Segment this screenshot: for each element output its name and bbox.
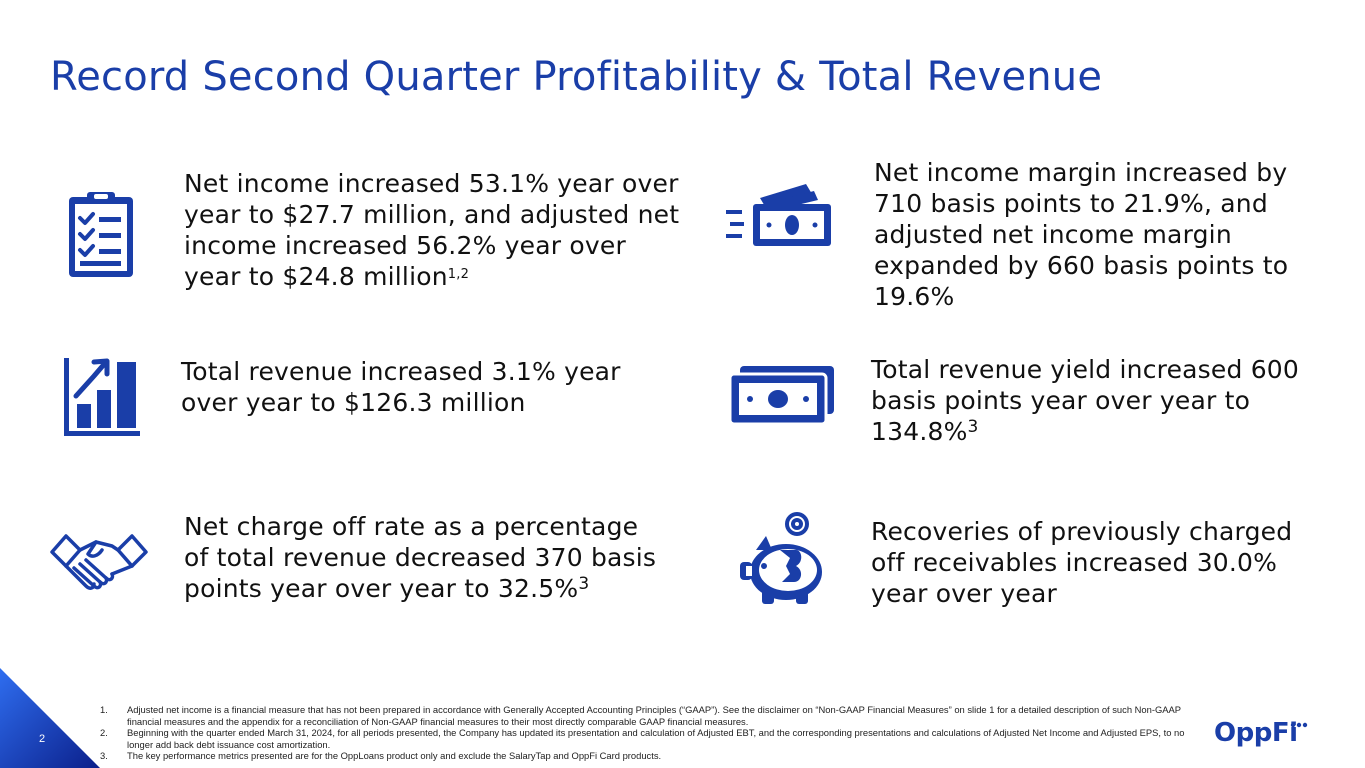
stat-net-income: Net income increased 53.1% year over yea…	[184, 168, 684, 292]
stat-text: Total revenue yield increased 600 basis …	[871, 355, 1300, 446]
stat-text: Net charge off rate as a percentage of t…	[184, 512, 657, 603]
footnote-ref: 3	[967, 417, 979, 437]
footnote-number: 2.	[100, 727, 108, 739]
stat-recoveries: Recoveries of previously charged off rec…	[871, 516, 1321, 609]
stat-text: Recoveries of previously charged off rec…	[871, 517, 1293, 608]
footnote-item: 1. Adjusted net income is a financial mea…	[100, 704, 1210, 727]
stat-text: Net income margin increased by 710 basis…	[874, 158, 1289, 311]
handshake-icon	[50, 534, 148, 590]
footnote-ref: 3	[578, 574, 590, 594]
stat-text: Net income increased 53.1% year over yea…	[184, 169, 680, 291]
stat-net-charge-off: Net charge off rate as a percentage of t…	[184, 511, 664, 604]
banknote-icon	[730, 366, 834, 424]
clipboard-checklist-icon	[69, 192, 133, 277]
footnote-number: 1.	[100, 704, 108, 715]
footnote-item: 2. Beginning with the quarter ended March…	[100, 727, 1210, 750]
piggy-bank-coin-icon	[740, 512, 822, 604]
corner-triangle-decoration	[0, 668, 100, 768]
cash-bills-icon	[726, 184, 831, 246]
footnote-item: 3. The key performance metrics presented …	[100, 750, 1210, 762]
footnote-ref: 1,2	[447, 267, 470, 282]
bar-chart-up-icon	[64, 358, 140, 436]
footnote-text: Beginning with the quarter ended March 3…	[127, 727, 1185, 750]
stat-net-income-margin: Net income margin increased by 710 basis…	[874, 157, 1294, 312]
page-number: 2	[39, 733, 46, 745]
footnote-number: 3.	[100, 750, 108, 762]
footnote-text: Adjusted net income is a financial measu…	[127, 704, 1181, 727]
slide-title: Record Second Quarter Profitability & To…	[50, 54, 1103, 100]
stat-total-revenue: Total revenue increased 3.1% year over y…	[181, 356, 661, 418]
stat-text: Total revenue increased 3.1% year over y…	[181, 357, 621, 417]
footnote-text: The key performance metrics presented ar…	[127, 750, 662, 762]
stat-revenue-yield: Total revenue yield increased 600 basis …	[871, 354, 1331, 447]
footnotes: 1. Adjusted net income is a financial mea…	[100, 704, 1210, 762]
logo-dots-icon	[1290, 722, 1308, 728]
oppfi-logo: OppFi	[1214, 718, 1298, 748]
